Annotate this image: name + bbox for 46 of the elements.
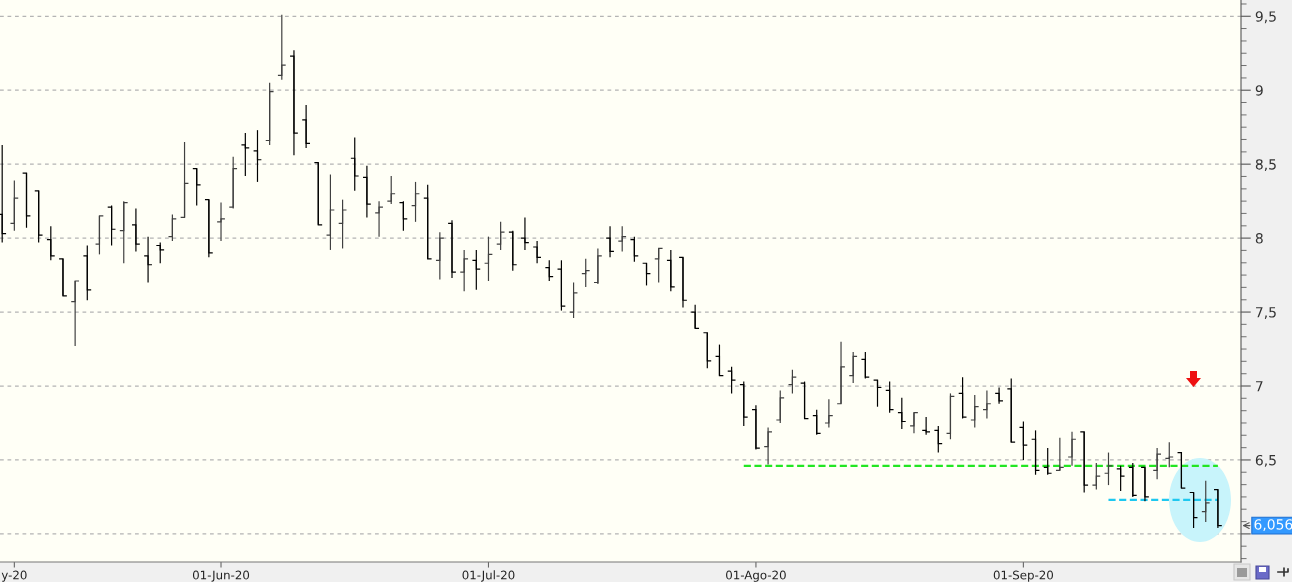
candlestick (217, 202, 225, 242)
candlestick (0, 144, 7, 244)
candlestick (156, 241, 165, 264)
y-tick-label: 8,5 (1255, 159, 1276, 172)
candlestick (995, 386, 1003, 405)
candlestick (277, 14, 286, 81)
candlestick (824, 398, 833, 429)
candlestick (873, 379, 882, 408)
candlestick (241, 132, 250, 177)
x-tick-label: 01-Jun-20 (192, 570, 250, 582)
candlestick (764, 426, 772, 465)
candlestick (107, 204, 116, 247)
y-tick-label: 8 (1255, 233, 1263, 244)
candlestick (1068, 431, 1076, 467)
y-tick-label: 9,5 (1255, 11, 1276, 24)
candlestick (1165, 441, 1174, 468)
candlestick (776, 389, 785, 424)
x-tick-label: 01-Jul-20 (462, 570, 515, 582)
candlestick (496, 221, 505, 251)
x-tick-label: y-20 (1, 570, 27, 582)
candlestick (521, 216, 529, 251)
candlestick (71, 280, 80, 347)
candlestick (727, 366, 736, 394)
candlestick (606, 225, 614, 258)
y-tick-label: 6,5 (1255, 454, 1276, 467)
candlestick (1092, 462, 1101, 491)
candlestick (204, 199, 213, 258)
candlestick (1153, 447, 1162, 480)
candlestick (132, 207, 140, 253)
candlestick (144, 236, 152, 284)
x-tick-label: 01-Sep-20 (993, 570, 1054, 582)
candlestick (533, 240, 541, 264)
candlestick (350, 136, 359, 192)
y-tick-label: 9 (1255, 85, 1263, 96)
candlestick (691, 304, 700, 329)
candlestick (375, 200, 383, 238)
candlestick (983, 389, 991, 420)
candlestick (910, 412, 918, 434)
candlestick (618, 225, 627, 253)
candlestick (970, 394, 979, 429)
y-tick-label: 7 (1256, 381, 1263, 392)
x-tick-label: 01-Ago-20 (726, 570, 786, 582)
candlestick (338, 199, 347, 250)
text: 6,056 (1254, 519, 1292, 532)
y-tick-label: 7,5 (1256, 307, 1276, 319)
candlestick (569, 281, 578, 319)
